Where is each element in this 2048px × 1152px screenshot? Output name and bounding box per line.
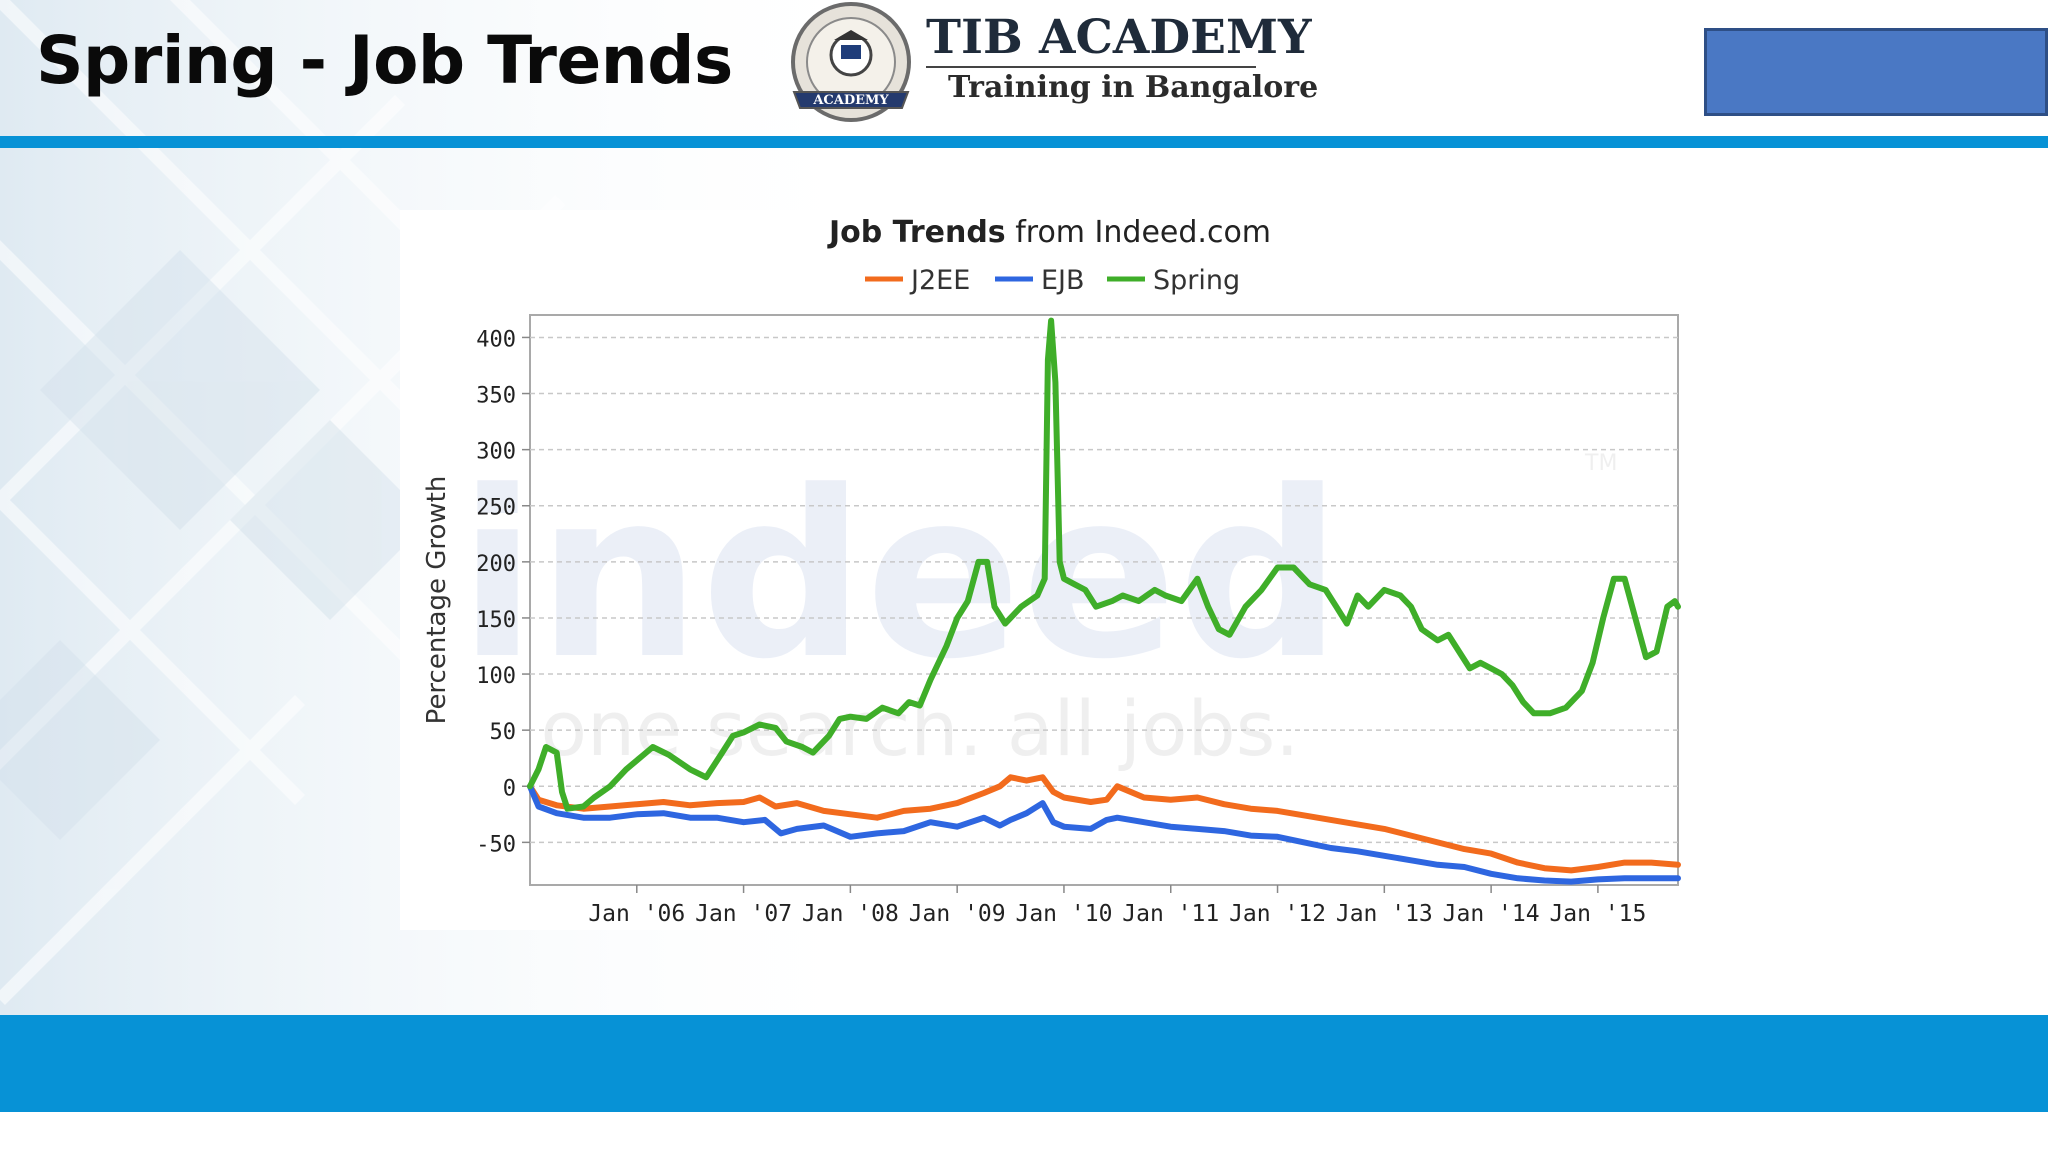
x-tick-label: Jan '07 bbox=[695, 901, 792, 927]
y-axis-ticks: 400 350 300 250 200 150 100 50 0 -50 bbox=[476, 327, 530, 857]
y-tick-label: 400 bbox=[476, 327, 516, 352]
legend-label-spring: Spring bbox=[1153, 265, 1240, 296]
x-axis-ticks: Jan '06 Jan '07 Jan '08 Jan '09 Jan '10 Jan '… bbox=[588, 885, 1646, 927]
series-line-ejb bbox=[527, 783, 1681, 885]
y-tick-label: 100 bbox=[476, 664, 516, 689]
legend-label-ejb: EJB bbox=[1041, 265, 1085, 296]
logo-tagline: Training in Bangalore bbox=[948, 70, 1319, 105]
x-tick-label: Jan '06 bbox=[588, 901, 685, 927]
x-tick-label: Jan '12 bbox=[1229, 901, 1326, 927]
y-tick-label: 250 bbox=[476, 496, 516, 521]
logo-name: TIB ACADEMY bbox=[926, 10, 1312, 65]
y-tick-label: -50 bbox=[476, 832, 516, 857]
series-lines bbox=[527, 317, 1681, 885]
watermark-tm: TM bbox=[1584, 451, 1617, 476]
y-tick-label: 300 bbox=[476, 440, 516, 465]
y-tick-label: 150 bbox=[476, 608, 516, 633]
watermark-logo: indeed bbox=[458, 443, 1342, 710]
logo-divider bbox=[926, 66, 1256, 68]
chart-title-bold: Job Trends bbox=[827, 215, 1006, 250]
corner-decor-box bbox=[1704, 28, 2048, 116]
academy-seal-icon: ACADEMY bbox=[791, 2, 911, 122]
x-tick-label: Jan '13 bbox=[1336, 901, 1433, 927]
seal-banner-text: ACADEMY bbox=[812, 93, 889, 108]
chart-legend: J2EE EJB Spring bbox=[865, 265, 1240, 296]
series-line-j2ee bbox=[527, 774, 1681, 874]
slide-title: Spring - Job Trends bbox=[36, 22, 733, 99]
legend-label-j2ee: J2EE bbox=[909, 265, 970, 296]
y-tick-label: 200 bbox=[476, 552, 516, 577]
series-line-spring bbox=[527, 317, 1681, 812]
y-tick-label: 50 bbox=[490, 720, 517, 745]
chart-title-rest: from Indeed.com bbox=[1006, 215, 1271, 250]
job-trends-chart: indeed one search. all jobs. TM Job Tren… bbox=[422, 215, 1681, 927]
plot-frame bbox=[529, 314, 1679, 886]
indeed-watermark: indeed one search. all jobs. TM bbox=[458, 443, 1617, 773]
y-tick-label: 0 bbox=[503, 776, 516, 801]
x-tick-label: Jan '08 bbox=[802, 901, 899, 927]
tib-academy-logo: ACADEMY TIB ACADEMY Training in Bangalor… bbox=[786, 0, 1318, 132]
x-tick-label: Jan '15 bbox=[1549, 901, 1646, 927]
chart-panel: indeed one search. all jobs. TM Job Tren… bbox=[400, 210, 1720, 930]
x-tick-label: Jan '10 bbox=[1015, 901, 1112, 927]
x-tick-label: Jan '14 bbox=[1443, 901, 1540, 927]
y-axis-label: Percentage Growth bbox=[422, 476, 452, 725]
footer-band bbox=[0, 1015, 2048, 1112]
x-tick-label: Jan '09 bbox=[909, 901, 1006, 927]
y-tick-label: 350 bbox=[476, 384, 516, 409]
gridlines bbox=[530, 336, 1678, 844]
x-tick-label: Jan '11 bbox=[1122, 901, 1219, 927]
header-divider bbox=[0, 136, 2048, 148]
chart-title: Job Trends from Indeed.com bbox=[827, 215, 1271, 250]
